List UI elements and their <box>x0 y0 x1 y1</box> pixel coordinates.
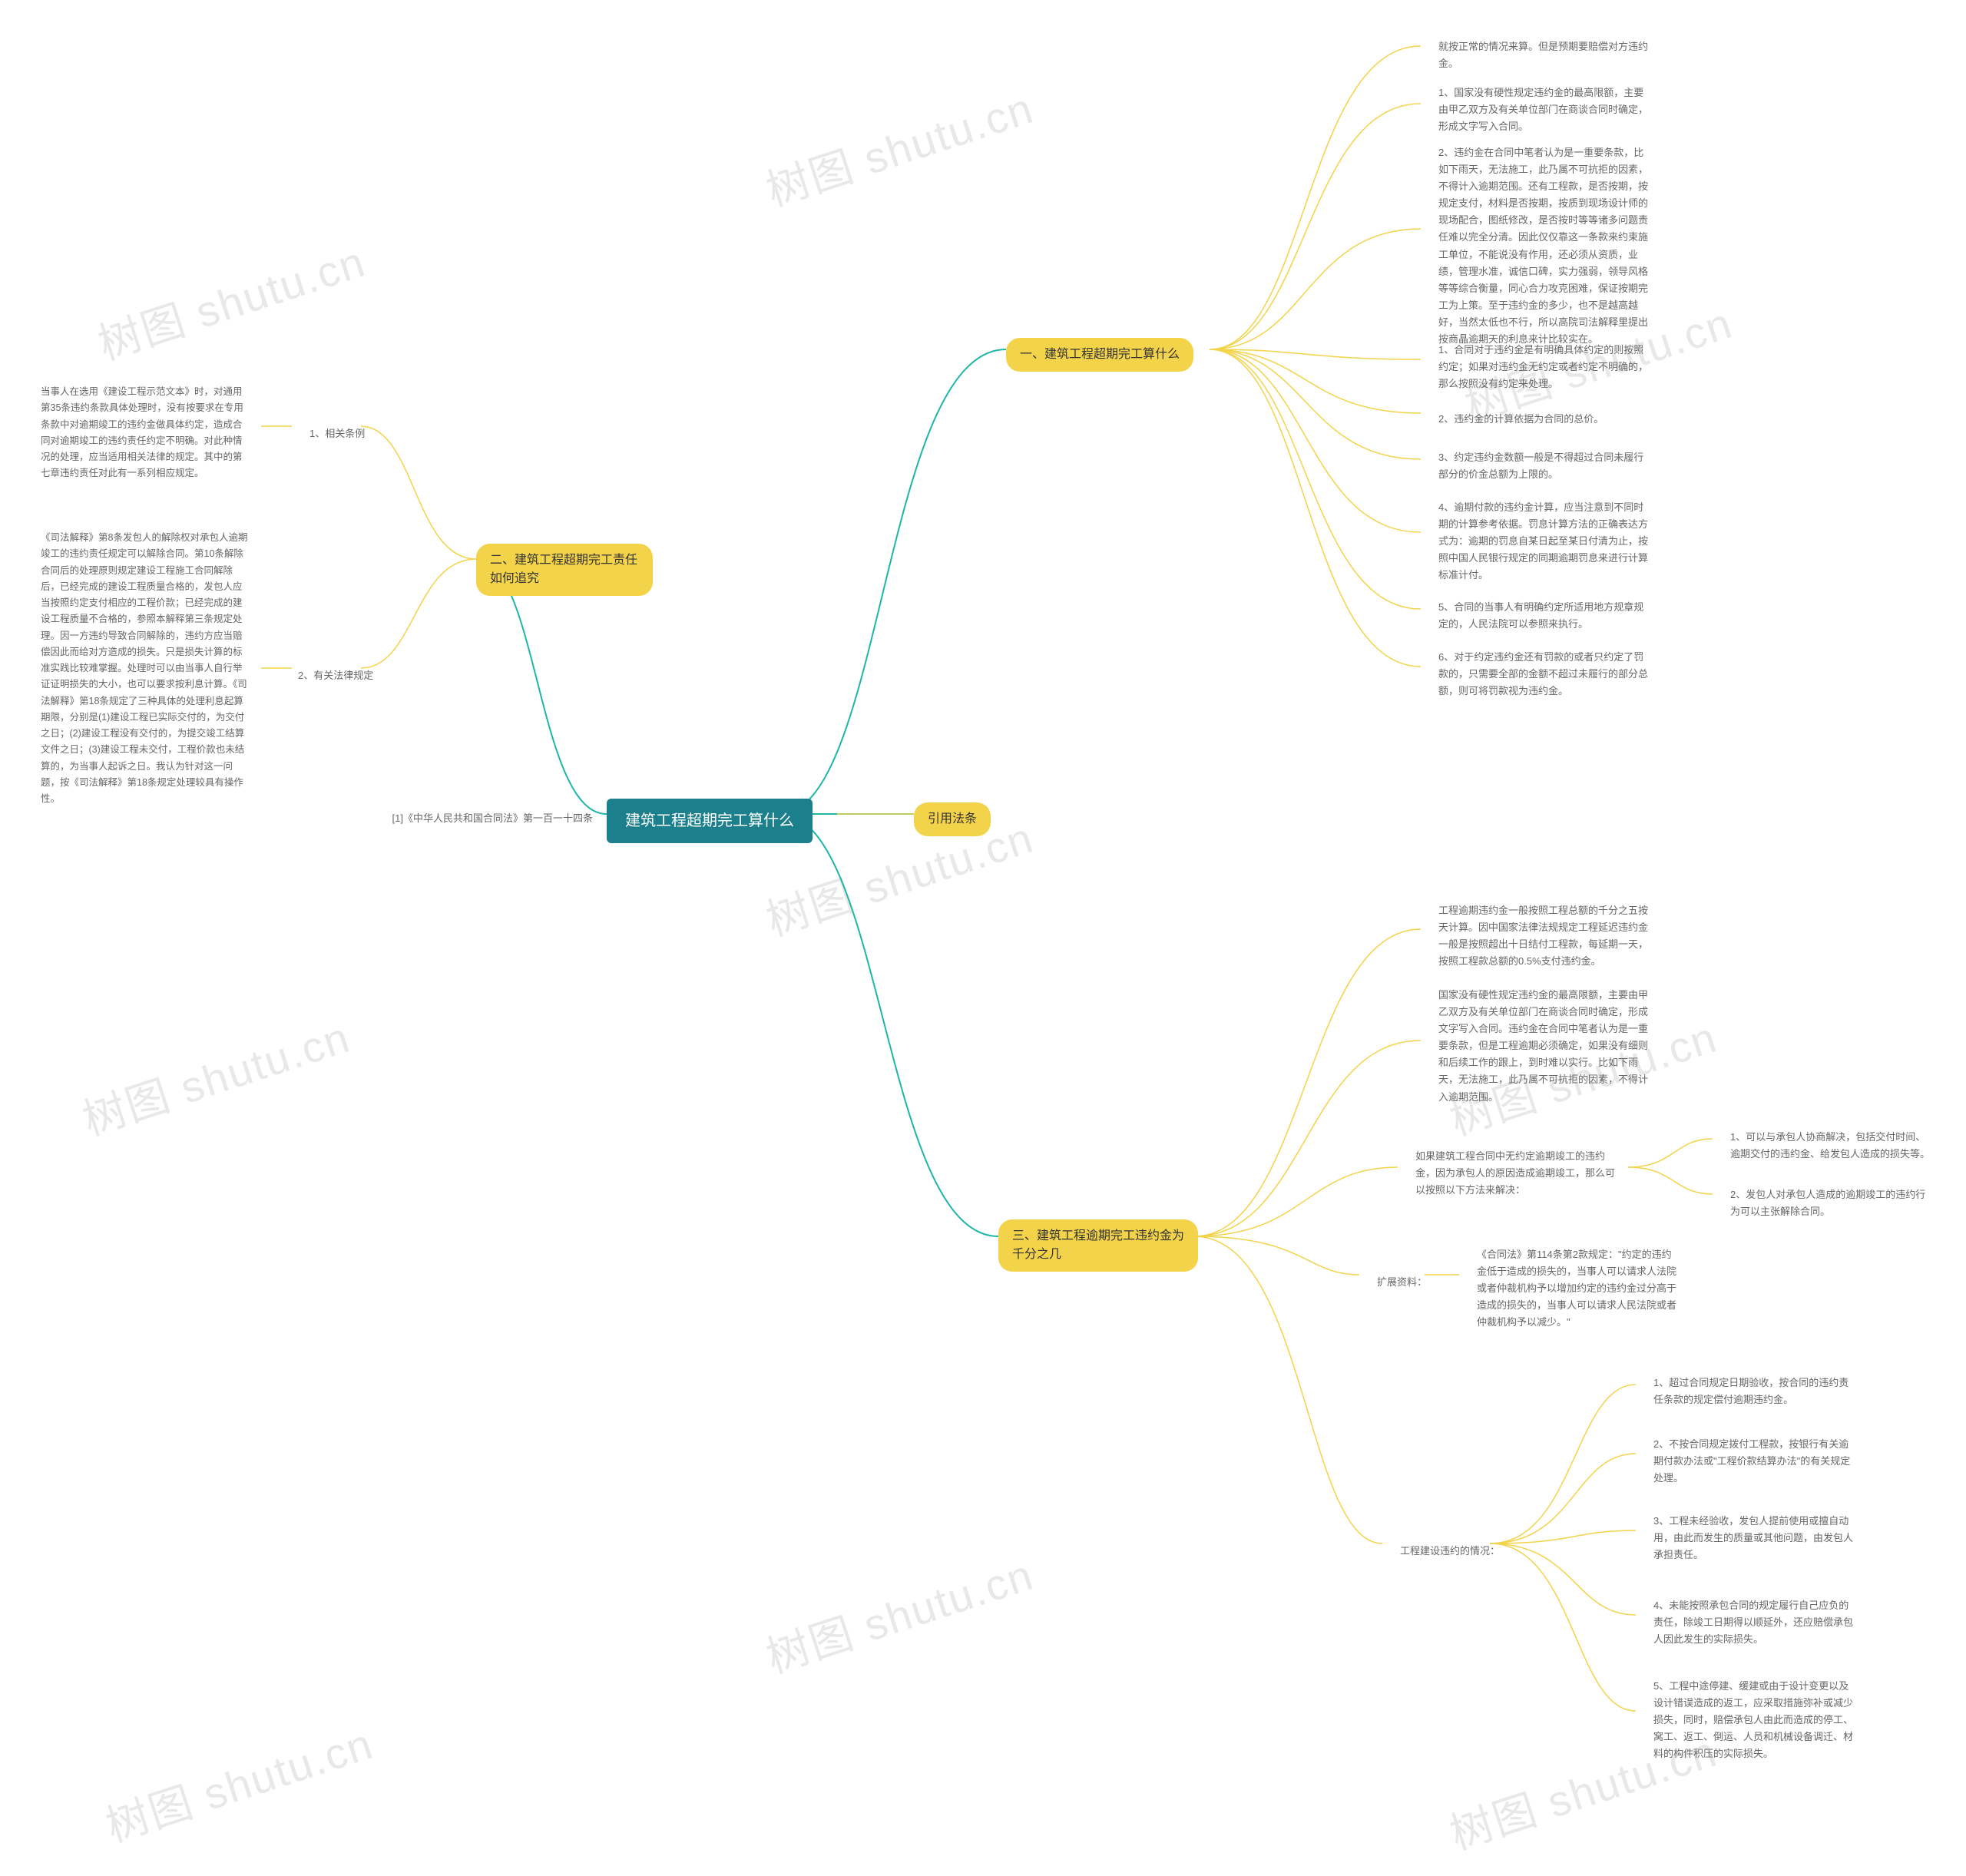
b4-mid-item: 2、发包人对承包人造成的逾期竣工的违约行为可以主张解除合同。 <box>1716 1179 1947 1228</box>
b4-mid-item: 1、可以与承包人协商解决，包括交付时间、逾期交付的违约金、给发包人造成的损失等。 <box>1716 1121 1947 1170</box>
b2-sub-text: 当事人在选用《建设工程示范文本》时，对通用第35条违约条款具体处理时，没有按要求… <box>27 376 265 490</box>
b3-text: [1]《中华人民共和国合同法》第一百一十四条 <box>379 802 607 835</box>
b4-bottom-item: 5、工程中途停建、缓建或由于设计变更以及设计错误造成的返工，应采取措施弥补或减少… <box>1640 1670 1870 1770</box>
b4-bottom-item: 1、超过合同规定日期验收，按合同的违约责任条款的规定偿付逾期违约金。 <box>1640 1367 1870 1416</box>
b2-sub-text: 《司法解释》第8条发包人的解除权对承包人逾期竣工的违约责任规定可以解除合同。第1… <box>27 522 265 815</box>
branch-4[interactable]: 三、建筑工程逾期完工违约金为千分之几 <box>998 1219 1198 1272</box>
b1-item: 3、约定违约金数额一般是不得超过合同未履行部分的价金总额为上限的。 <box>1425 442 1663 491</box>
center-topic[interactable]: 建筑工程超期完工算什么 <box>607 799 813 843</box>
b1-item: 5、合同的当事人有明确约定所适用地方规章规定的，人民法院可以参照来执行。 <box>1425 591 1663 640</box>
b4-bottom-item: 3、工程未经验收，发包人提前使用或擅自动用，由此而发生的质量或其他问题，由发包人… <box>1640 1505 1870 1571</box>
b4-top: 国家没有硬性规定违约金的最高限额，主要由甲乙双方及有关单位部门在商谈合同时确定，… <box>1425 979 1663 1113</box>
b4-top: 工程逾期违约金一般按照工程总额的千分之五按天计算。因中国家法律法规规定工程延迟违… <box>1425 895 1663 978</box>
watermark: 树图 shutu.cn <box>89 227 372 372</box>
b2-sub-label: 1、相关条例 <box>296 419 379 449</box>
branch-2[interactable]: 二、建筑工程超期完工责任如何追究 <box>476 544 653 596</box>
b1-item: 4、逾期付款的违约金计算，应当注意到不同时期的计算参考依据。罚息计算方法的正确表… <box>1425 491 1663 591</box>
b1-item: 6、对于约定违约金还有罚款的或者只约定了罚款的，只需要全部的金额不超过未履行的部… <box>1425 641 1663 707</box>
b1-item: 2、违约金在合同中笔者认为是一重要条款，比如下雨天，无法施工，此乃属不可抗拒的因… <box>1425 137 1663 356</box>
b1-item: 1、国家没有硬性规定违约金的最高限额，主要由甲乙双方及有关单位部门在商谈合同时确… <box>1425 77 1663 143</box>
b4-bottom-item: 2、不按合同规定拨付工程款，按银行有关逾期付款办法或"工程价款结算办法"的有关规… <box>1640 1428 1870 1494</box>
b4-ext-text: 《合同法》第114条第2款规定："约定的违约金低于造成的损失的，当事人可以请求人… <box>1463 1239 1693 1338</box>
branch-1[interactable]: 一、建筑工程超期完工算什么 <box>1006 338 1193 372</box>
b4-bottom-item: 4、未能按照承包合同的规定履行自己应负的责任，除竣工日期得以顺延外，还应赔偿承包… <box>1640 1590 1870 1656</box>
watermark: 树图 shutu.cn <box>757 74 1041 219</box>
watermark: 树图 shutu.cn <box>757 1540 1041 1686</box>
watermark: 树图 shutu.cn <box>97 1709 380 1854</box>
watermark: 树图 shutu.cn <box>74 1003 357 1148</box>
b1-item: 就按正常的情况来算。但是预期要赔偿对方违约金。 <box>1425 31 1663 80</box>
b2-sub-label: 2、有关法律规定 <box>284 660 387 691</box>
b1-item: 2、违约金的计算依据为合同的总价。 <box>1425 403 1617 435</box>
b1-item: 1、合同对于违约金是有明确具体约定的则按照约定；如果对违约金无约定或者约定不明确… <box>1425 334 1663 400</box>
b4-mid-label: 如果建筑工程合同中无约定逾期竣工的违约金，因为承包人的原因造成逾期竣工，那么可以… <box>1402 1140 1632 1206</box>
b4-ext-label: 扩展资料： <box>1363 1267 1441 1298</box>
branch-3[interactable]: 引用法条 <box>914 802 991 836</box>
b4-bottom-label: 工程建设违约的情况： <box>1386 1536 1514 1567</box>
